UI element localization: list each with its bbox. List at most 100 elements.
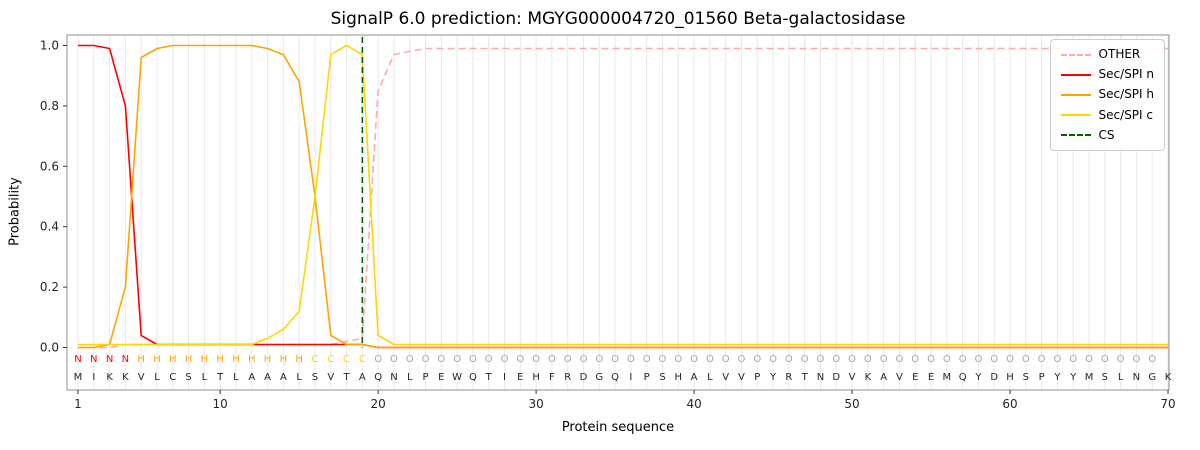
residue-letter: H (1006, 372, 1014, 383)
residue-letter: L (407, 372, 413, 383)
x-tick-label: 70 (1160, 397, 1175, 411)
x-axis-label: Protein sequence (561, 420, 675, 435)
residue-letter: A (264, 372, 271, 383)
residue-letter: A (880, 372, 887, 383)
region-letter: O (722, 354, 730, 365)
residue-letter: Y (974, 372, 982, 383)
legend-label: OTHER (1098, 47, 1141, 61)
region-letter: O (437, 354, 445, 365)
region-letter: O (1038, 354, 1046, 365)
region-letter: O (753, 354, 761, 365)
residue-letter: K (1165, 372, 1172, 383)
residue-letter: P (754, 372, 760, 383)
residue-letter: N (817, 372, 824, 383)
y-tick-label: 0.2 (40, 280, 59, 294)
legend-label: CS (1098, 127, 1115, 142)
region-letter: O (469, 354, 477, 365)
region-letter: O (390, 354, 398, 365)
residue-letter: V (896, 372, 903, 383)
region-letter: O (864, 354, 872, 365)
region-letter: C (359, 354, 366, 365)
region-letter: O (595, 354, 603, 365)
residue-letter: I (629, 372, 632, 383)
region-letter: O (817, 354, 825, 365)
series-Sec/SPI n (78, 44, 1168, 349)
y-axis-ticks: 0.0 0.2 0.4 0.6 0.8 1.0 (40, 39, 67, 355)
region-letter: H (232, 354, 240, 365)
region-letter: O (896, 354, 904, 365)
region-letter: H (280, 354, 288, 365)
residue-letter: A (248, 372, 255, 383)
region-letter: O (943, 354, 951, 365)
legend-line-sample (1060, 73, 1091, 76)
region-letter: O (801, 354, 809, 365)
region-letter: O (1101, 354, 1109, 365)
region-letter: H (201, 354, 209, 365)
residue-letter: H (675, 372, 683, 383)
region-letter: C (343, 354, 350, 365)
y-tick-label: 0.0 (40, 341, 59, 355)
residue-letter: S (185, 372, 191, 383)
residue-letter: K (106, 372, 113, 383)
region-letter: O (769, 354, 777, 365)
residue-letter: G (595, 372, 603, 383)
region-letter: H (248, 354, 256, 365)
x-tick-label: 50 (844, 397, 859, 411)
region-letter: O (1132, 354, 1140, 365)
region-letter: O (706, 354, 714, 365)
region-letter: H (295, 354, 303, 365)
series-OTHER (78, 47, 1168, 349)
x-tick-label: 30 (528, 397, 543, 411)
region-letter: O (516, 354, 524, 365)
residue-letter: V (138, 372, 145, 383)
residue-letter: L (154, 372, 160, 383)
residue-letter: T (485, 372, 493, 383)
residue-letter: S (1023, 372, 1029, 383)
residue-letter: N (1133, 372, 1140, 383)
region-letter: O (659, 354, 667, 365)
residue-letter: Q (374, 372, 382, 383)
region-letter: O (785, 354, 793, 365)
region-letter: H (185, 354, 193, 365)
region-letter: O (880, 354, 888, 365)
y-tick-label: 0.6 (40, 159, 59, 173)
x-tick-label: 10 (213, 397, 228, 411)
region-letter: C (327, 354, 334, 365)
region-letter: O (848, 354, 856, 365)
residue-letter: S (312, 372, 318, 383)
legend-line-sample (1060, 93, 1091, 96)
residue-letter: S (1102, 372, 1108, 383)
region-letter: H (153, 354, 161, 365)
region-letter: O (832, 354, 840, 365)
region-letter: H (169, 354, 177, 365)
residue-letter: T (342, 372, 350, 383)
residue-letter: L (202, 372, 208, 383)
residue-letter: C (169, 372, 176, 383)
residue-letter: E (438, 372, 444, 383)
y-tick-label: 1.0 (40, 39, 59, 53)
x-tick-label: 1 (74, 397, 82, 411)
region-letter: O (1085, 354, 1093, 365)
residue-letter: T (801, 372, 809, 383)
chart-legend: OTHER Sec/SPI n Sec/SPI h Sec/SPI c CS (1049, 39, 1165, 151)
residue-letter: L (707, 372, 713, 383)
residue-letter: D (990, 372, 998, 383)
region-letter: H (137, 354, 145, 365)
residue-letter: I (92, 372, 95, 383)
residue-letter: T (216, 372, 224, 383)
region-letter: O (974, 354, 982, 365)
region-letter: O (1006, 354, 1014, 365)
residue-letter: K (865, 372, 872, 383)
residue-letter: W (452, 372, 462, 383)
region-letter: O (580, 354, 588, 365)
residue-letter: I (503, 372, 506, 383)
region-letter: N (90, 354, 97, 365)
chart-title: SignalP 6.0 prediction: MGYG000004720_01… (330, 9, 906, 29)
region-letter: O (548, 354, 556, 365)
region-letter: C (311, 354, 318, 365)
residue-letter: Q (469, 372, 477, 383)
residue-letter: F (549, 372, 555, 383)
